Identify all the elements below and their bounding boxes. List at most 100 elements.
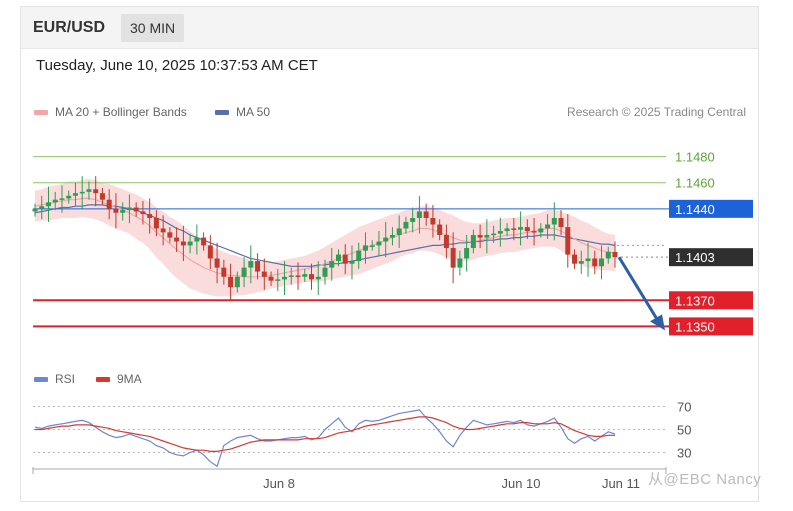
candle-body [194, 237, 200, 242]
rsi-swatch-icon [34, 376, 48, 382]
copyright-text: Research © 2025 Trading Central [567, 105, 746, 119]
candle-body [79, 191, 85, 194]
level-label-1.1403: 1.1403 [675, 250, 715, 265]
candle-body [612, 251, 618, 258]
candle-body [153, 217, 159, 229]
bollinger-band [35, 178, 615, 297]
candle-body [464, 248, 470, 259]
price-chart[interactable]: 1.1480 1.1460 1.1440 1.1403 1.1370 1.1350 70 50… [21, 7, 758, 501]
candle-body [99, 193, 105, 200]
candle-body [329, 261, 335, 268]
candle-body [106, 199, 112, 209]
x-tick-label: Jun 10 [501, 476, 540, 491]
candle-body [133, 207, 139, 212]
candle-body [86, 189, 92, 192]
candle-body [120, 210, 126, 213]
candle-body [315, 276, 321, 280]
candle-body [578, 261, 584, 264]
candle-body [174, 237, 180, 242]
candle-body [255, 261, 261, 272]
candle-body [268, 276, 274, 281]
candle-body [592, 258, 598, 267]
candle-body [437, 224, 443, 235]
projection-arrow-shaft [617, 256, 661, 324]
candle-body [477, 234, 483, 238]
candle-body [113, 208, 119, 213]
ma20-label: MA 20 + Bollinger Bands [55, 105, 187, 119]
candle-body [430, 217, 436, 225]
candle-body [309, 274, 315, 280]
rsi-label: RSI [55, 372, 76, 386]
candle-body [59, 198, 65, 200]
candle-body [504, 228, 510, 232]
level-badge-1.1440 [669, 199, 753, 218]
candle-body [524, 227, 530, 232]
candle-body [167, 232, 173, 238]
candle-body [470, 234, 476, 249]
rsi-tick-30: 30 [677, 446, 691, 461]
level-badge-1.1403 [669, 248, 753, 267]
candle-body [221, 267, 227, 277]
candle-body [403, 221, 409, 229]
candle-body [187, 241, 193, 246]
candle-body [93, 189, 99, 194]
x-tick-label: Jun 8 [263, 476, 295, 491]
candle-body [585, 258, 591, 262]
candle-body [443, 234, 449, 249]
level-badge-1.1370 [669, 291, 753, 310]
candle-body [32, 208, 38, 212]
candle-body [376, 241, 382, 246]
level-label-1.1480: 1.1480 [675, 150, 715, 165]
watermark-text: 从@EBC Nancy [648, 471, 762, 488]
symbol-title: EUR/USD [33, 19, 106, 36]
candle-body [180, 241, 186, 246]
candle-body [369, 245, 375, 247]
candle-body [248, 261, 254, 268]
candle-body [396, 228, 402, 235]
candle-body [565, 227, 571, 255]
rsi-tick-70: 70 [677, 400, 691, 415]
rsi-tick-50: 50 [677, 423, 691, 438]
candle-body [302, 274, 308, 277]
candle-body [491, 233, 497, 236]
candle-body [147, 214, 153, 218]
candle-body [572, 254, 578, 264]
rsi-ma9-line [35, 416, 615, 452]
candle-body [52, 199, 58, 203]
ma20-swatch-icon [34, 109, 48, 115]
candle-body [416, 211, 422, 218]
candle-body [322, 267, 328, 277]
timestamp: Tuesday, June 10, 2025 10:37:53 AM CET [36, 57, 318, 74]
candle-body [531, 231, 537, 233]
candle-body [160, 228, 166, 233]
candle-body [349, 261, 355, 264]
candle-body [66, 195, 72, 199]
candle-body [72, 193, 78, 196]
candle-body [423, 211, 429, 218]
candle-body [410, 217, 416, 222]
ma50-label: MA 50 [236, 105, 271, 119]
candle-body [605, 251, 611, 259]
ma9-label: 9MA [117, 372, 142, 386]
candle-body [551, 217, 557, 225]
legend-ma50: MA 50 [215, 105, 270, 119]
ma9-swatch-icon [96, 376, 110, 382]
candle-body [282, 276, 288, 280]
timeframe-badge[interactable]: 30 MIN [121, 14, 185, 42]
level-label-1.1460: 1.1460 [675, 176, 715, 191]
x-tick-label: Jun 11 [602, 476, 640, 491]
legend-ma9: 9MA [96, 372, 142, 386]
candle-body [545, 224, 551, 229]
candle-body [497, 231, 503, 234]
candle-body [241, 267, 247, 277]
legend-rsi: RSI [34, 372, 75, 386]
arrow-down-icon [650, 314, 665, 331]
candle-body [389, 234, 395, 238]
candle-body [214, 258, 220, 268]
candle-body [234, 276, 240, 288]
candle-body [383, 237, 389, 242]
level-label-1.1440: 1.1440 [675, 202, 715, 217]
candle-body [335, 254, 341, 262]
candle-body [228, 276, 234, 288]
candle-body [518, 227, 524, 230]
